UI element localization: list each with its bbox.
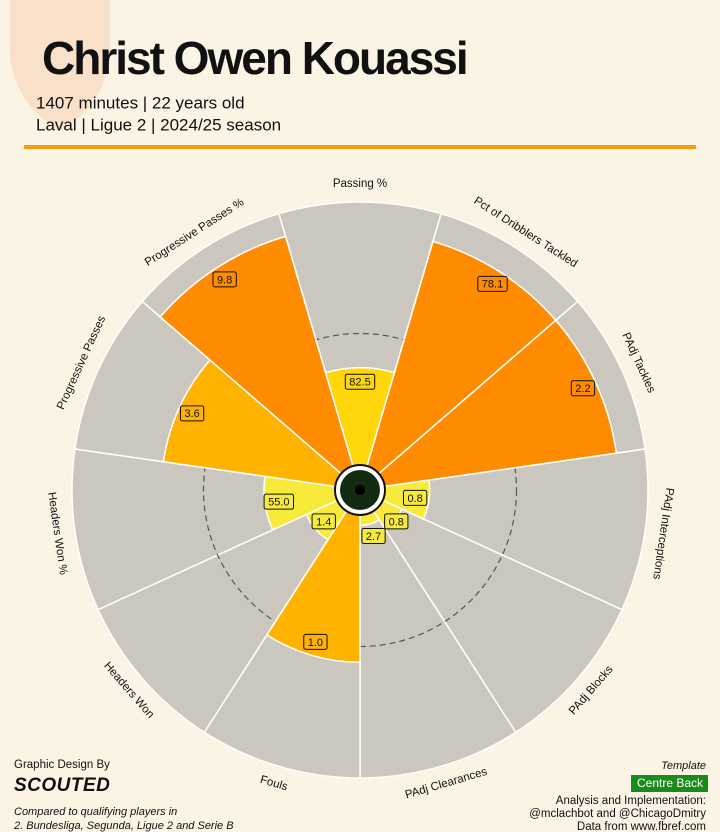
- value-label: 55.0: [268, 497, 289, 509]
- credit: Data from www.fbref.com: [577, 821, 706, 832]
- value-label: 78.1: [482, 279, 503, 291]
- category-label: Headers Won %: [45, 491, 69, 575]
- subtitle: Laval | Ligue 2 | 2024/25 season: [36, 115, 281, 134]
- value-box: [384, 513, 409, 530]
- category-label: Passing %: [333, 178, 387, 190]
- value-box: [311, 513, 336, 530]
- template-badge: [631, 775, 708, 792]
- value-label: 1.0: [308, 637, 323, 649]
- value-label: 0.8: [407, 493, 422, 505]
- value-box: [477, 275, 508, 292]
- credit: 2. Bundesliga, Segunda, Ligue 2 and Seri…: [13, 820, 234, 832]
- club-logo: [10, 0, 110, 130]
- value-box: [303, 633, 328, 650]
- chart-title: Christ Owen Kouassi: [42, 32, 467, 84]
- subtitle: 1407 minutes | 22 years old: [36, 93, 245, 112]
- value-label: 3.6: [184, 408, 199, 420]
- value-label: 0.8: [389, 516, 404, 528]
- value-label: 82.5: [349, 377, 370, 389]
- category-label: Fouls: [259, 774, 290, 794]
- credit: Analysis and Implementation:: [556, 795, 706, 807]
- value-label: 2.7: [366, 531, 381, 543]
- value-box: [570, 380, 596, 397]
- credit: Graphic Design By: [14, 759, 110, 771]
- center-dot: [355, 485, 365, 495]
- value-box: [179, 405, 205, 422]
- value-box: [361, 528, 386, 545]
- credit: Compared to qualifying players in: [14, 806, 177, 818]
- credit: Template: [661, 760, 706, 772]
- value-box: [212, 271, 237, 288]
- value-box: [263, 493, 295, 510]
- divider: [24, 145, 696, 149]
- template: Centre Back: [637, 776, 704, 790]
- category-label: PAdj Interceptions: [650, 487, 675, 580]
- value-label: 2.2: [575, 383, 590, 395]
- value-label: 9.8: [217, 274, 232, 286]
- credit: @mclachbot and @ChicagoDmitry: [529, 808, 706, 820]
- value-label: 1.4: [316, 516, 331, 528]
- brand: SCOUTED: [14, 775, 110, 796]
- value-box: [402, 489, 428, 506]
- value-box: [344, 373, 376, 390]
